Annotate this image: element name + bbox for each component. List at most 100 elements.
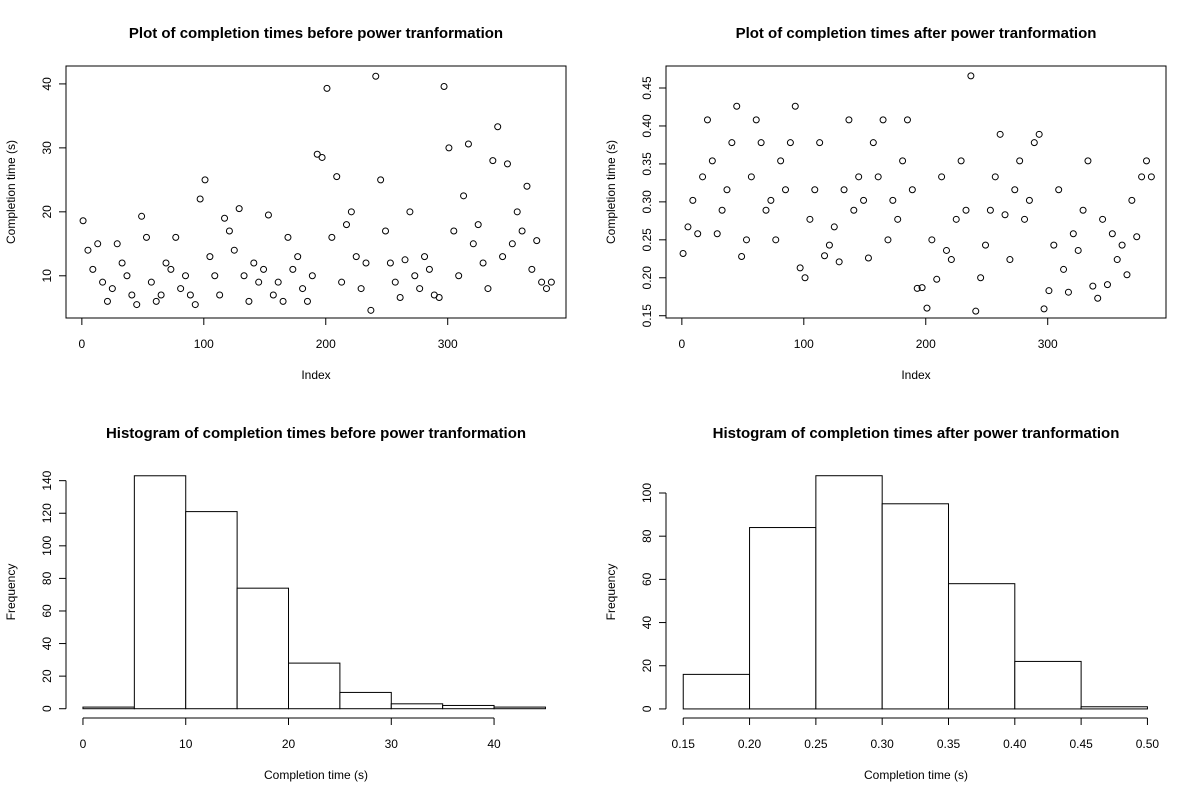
point (230, 246, 238, 254)
y-tick-label: 10 (40, 269, 54, 283)
chart-title: Histogram of completion times before pow… (106, 425, 526, 442)
point (357, 285, 365, 293)
point (503, 160, 511, 168)
point (1069, 230, 1077, 238)
point (928, 236, 936, 244)
point (99, 278, 107, 286)
bar (288, 662, 341, 710)
point (299, 285, 307, 293)
y-tick-label: 60 (640, 572, 654, 586)
point (313, 150, 321, 158)
point (338, 278, 346, 286)
bar (82, 706, 135, 710)
point (845, 116, 853, 124)
point (172, 233, 180, 241)
point (850, 206, 858, 214)
point (284, 233, 292, 241)
point (1011, 186, 1019, 194)
point (318, 153, 326, 161)
point (991, 173, 999, 181)
point (777, 157, 785, 165)
point (528, 265, 536, 273)
x-tick-label: 200 (316, 337, 336, 351)
point (255, 278, 263, 286)
point (796, 264, 804, 272)
point (938, 173, 946, 181)
x-tick-label: 0.40 (1003, 737, 1027, 751)
bar (947, 583, 1016, 710)
point (742, 236, 750, 244)
point (416, 285, 424, 293)
point (1055, 186, 1063, 194)
point (138, 212, 146, 220)
point (860, 196, 868, 204)
x-tick-label: 300 (438, 337, 458, 351)
point (508, 240, 516, 248)
point (425, 265, 433, 273)
point (538, 278, 546, 286)
point (908, 186, 916, 194)
chart-title: Plot of completion times after power tra… (736, 25, 1097, 42)
point (762, 206, 770, 214)
point (89, 265, 97, 273)
x-tick-label: 200 (916, 337, 936, 351)
y-axis-label: Frequency (604, 564, 618, 621)
point (835, 258, 843, 266)
point (1064, 288, 1072, 296)
point (747, 173, 755, 181)
point (1128, 196, 1136, 204)
bar (881, 503, 949, 710)
point (972, 307, 980, 315)
point (235, 205, 243, 213)
point (367, 306, 375, 314)
point (391, 278, 399, 286)
point (240, 272, 248, 280)
point (679, 249, 687, 257)
chart-title: Histogram of completion times after powe… (713, 425, 1120, 442)
y-tick-label: 140 (40, 470, 54, 490)
point (362, 259, 370, 267)
point (718, 206, 726, 214)
point (791, 102, 799, 110)
bar (493, 706, 546, 710)
x-tick-label: 20 (282, 737, 296, 751)
point (864, 254, 872, 262)
point (279, 297, 287, 305)
point (328, 233, 336, 241)
y-tick-label: 40 (40, 637, 54, 651)
point (1118, 241, 1126, 249)
y-tick-label: 0 (640, 705, 654, 712)
point (94, 240, 102, 248)
point (382, 227, 390, 235)
x-axis-label: Index (901, 368, 930, 382)
point (821, 252, 829, 260)
point (689, 196, 697, 204)
point (884, 236, 892, 244)
point (167, 265, 175, 273)
point (216, 291, 224, 299)
point (411, 272, 419, 280)
point (982, 241, 990, 249)
point (118, 259, 126, 267)
y-tick-label: 40 (640, 616, 654, 630)
point (264, 211, 272, 219)
point (767, 196, 775, 204)
y-tick-label: 60 (40, 604, 54, 618)
point (142, 233, 150, 241)
x-axis-label: Index (301, 368, 330, 382)
point (933, 275, 941, 283)
point (703, 116, 711, 124)
point (323, 84, 331, 92)
point (1103, 281, 1111, 289)
point (947, 256, 955, 264)
point (1040, 305, 1048, 313)
point (333, 173, 341, 181)
point (977, 274, 985, 282)
point (182, 272, 190, 280)
point (1021, 215, 1029, 223)
point (757, 139, 765, 147)
x-axis-label: Completion time (s) (864, 768, 968, 782)
y-tick-label: 0 (40, 705, 54, 712)
x-tick-label: 0.45 (1069, 737, 1093, 751)
